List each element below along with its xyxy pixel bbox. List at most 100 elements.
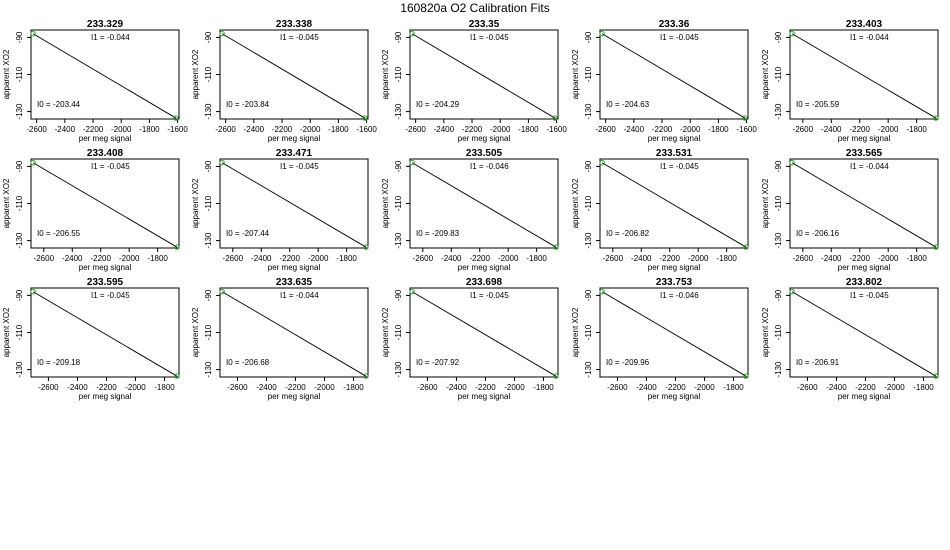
fit-intercept-label: I0 = (226, 100, 240, 109)
y-tick-label: -90 (394, 31, 403, 43)
fit-line (411, 162, 557, 248)
y-tick-label: -90 (204, 31, 213, 43)
fit-line (221, 162, 367, 248)
data-point (789, 31, 795, 37)
y-tick-label: -130 (204, 232, 213, 249)
fit-intercept-value: -207.44 (242, 229, 270, 238)
x-tick-label: -1600 (736, 125, 757, 134)
x-tick-label: -2200 (855, 383, 876, 392)
panel-title: 233.698 (466, 277, 503, 288)
data-point (599, 31, 605, 37)
y-tick-label: -90 (204, 289, 213, 301)
fit-slope-value: -0.045 (866, 291, 889, 300)
data-point (362, 115, 368, 121)
fit-intercept-value: -203.84 (242, 100, 270, 109)
y-tick-label: -130 (774, 103, 783, 120)
x-tick-label: -1800 (533, 383, 554, 392)
y-tick-label: -110 (394, 195, 403, 211)
data-point (409, 160, 415, 166)
calibration-panel: 233.338 -2600 -2400 -2200 -2000 -1800 -1600 -90… (191, 19, 377, 143)
x-tick-label: -2400 (256, 383, 277, 392)
fit-intercept-label: I0 = (606, 100, 620, 109)
fit-slope-value: -0.044 (296, 291, 319, 300)
y-tick-label: -130 (204, 103, 213, 120)
x-tick-label: -2400 (62, 254, 83, 263)
calibration-panel: 233.471 -2600 -2400 -2200 -2000 -1800 -90 -110 -… (191, 148, 369, 272)
panel-title: 233.505 (466, 148, 503, 159)
fit-slope-value: -0.044 (866, 162, 889, 171)
fit-line (32, 162, 178, 248)
fit-slope-label: I1 = (660, 33, 674, 42)
y-axis-label: apparent XO2 (191, 178, 200, 228)
x-tick-label: -1800 (913, 383, 934, 392)
x-axis-label: per meg signal (268, 392, 321, 401)
panel-title: 233.36 (659, 19, 690, 30)
x-tick-label: -2200 (475, 383, 496, 392)
x-tick-label: -2400 (631, 254, 652, 263)
fit-intercept-value: -205.59 (812, 100, 840, 109)
fit-intercept-value: -209.18 (53, 358, 81, 367)
y-tick-label: -90 (204, 160, 213, 172)
y-tick-label: -90 (584, 31, 593, 43)
fit-slope-value: -0.045 (107, 162, 130, 171)
panel-title: 233.338 (276, 19, 313, 30)
fit-intercept-value: -206.68 (242, 358, 270, 367)
x-tick-label: -2000 (314, 383, 335, 392)
y-tick-label: -110 (774, 195, 783, 211)
data-point (789, 289, 795, 295)
y-tick-label: -90 (15, 160, 24, 172)
y-tick-label: -110 (394, 324, 403, 340)
calibration-panel: 233.595 -2600 -2400 -2200 -2000 -1800 -90 -110 -… (2, 277, 180, 401)
fit-slope-value: -0.045 (296, 33, 319, 42)
y-tick-label: -90 (394, 160, 403, 172)
y-tick-label: -110 (584, 66, 593, 82)
fit-intercept-label: I0 = (416, 358, 430, 367)
calibration-panel: 233.635 -2600 -2400 -2200 -2000 -1800 -90 -110 -… (191, 277, 369, 401)
y-tick-label: -90 (15, 31, 24, 43)
fit-slope-label: I1 = (280, 291, 294, 300)
y-tick-label: -90 (584, 160, 593, 172)
panel-grid: 233.329 -2600 -2400 -2200 -2000 -1800 -1600 -90… (2, 19, 939, 401)
y-tick-label: -130 (774, 361, 783, 378)
y-tick-label: -130 (15, 361, 24, 378)
panel-title: 233.531 (656, 148, 693, 159)
y-tick-label: -130 (584, 361, 593, 378)
data-point (789, 160, 795, 166)
x-tick-label: -2000 (878, 254, 899, 263)
x-tick-label: -2400 (67, 383, 88, 392)
x-tick-label: -2000 (308, 254, 329, 263)
fit-slope-value: -0.045 (676, 33, 699, 42)
fit-slope-label: I1 = (660, 291, 674, 300)
x-tick-label: -2200 (665, 383, 686, 392)
data-point (599, 160, 605, 166)
fit-slope-label: I1 = (91, 162, 105, 171)
fit-line (791, 33, 937, 119)
y-tick-label: -110 (394, 66, 403, 82)
x-tick-label: -2200 (279, 254, 300, 263)
y-tick-label: -130 (204, 361, 213, 378)
fit-intercept-value: -206.55 (53, 229, 81, 238)
fit-slope-label: I1 = (470, 162, 484, 171)
calibration-panel: 233.698 -2600 -2400 -2200 -2000 -1800 -90 -110 -… (381, 277, 559, 401)
x-tick-label: -2600 (417, 383, 438, 392)
x-tick-label: -2200 (652, 125, 673, 134)
y-tick-label: -90 (774, 160, 783, 172)
calibration-panel: 233.329 -2600 -2400 -2200 -2000 -1800 -1600 -90… (2, 19, 188, 143)
fit-intercept-value: -203.44 (53, 100, 81, 109)
fit-line (221, 33, 366, 119)
data-point (409, 289, 415, 295)
x-tick-label: -2200 (659, 254, 680, 263)
fit-slope-label: I1 = (91, 291, 105, 300)
x-tick-label: -2000 (111, 125, 132, 134)
x-tick-label: -2200 (849, 254, 870, 263)
x-tick-label: -2400 (55, 125, 76, 134)
x-tick-label: -1800 (716, 254, 737, 263)
x-tick-label: -2200 (90, 254, 111, 263)
y-tick-label: -130 (394, 232, 403, 249)
calibration-panel: 233.531 -2600 -2400 -2200 -2000 -1800 -90 -110 -… (571, 148, 749, 272)
y-tick-label: -110 (774, 66, 783, 82)
data-point (553, 373, 559, 379)
fit-slope-label: I1 = (280, 162, 294, 171)
x-axis-label: per meg signal (458, 392, 511, 401)
x-tick-label: -1800 (723, 383, 744, 392)
